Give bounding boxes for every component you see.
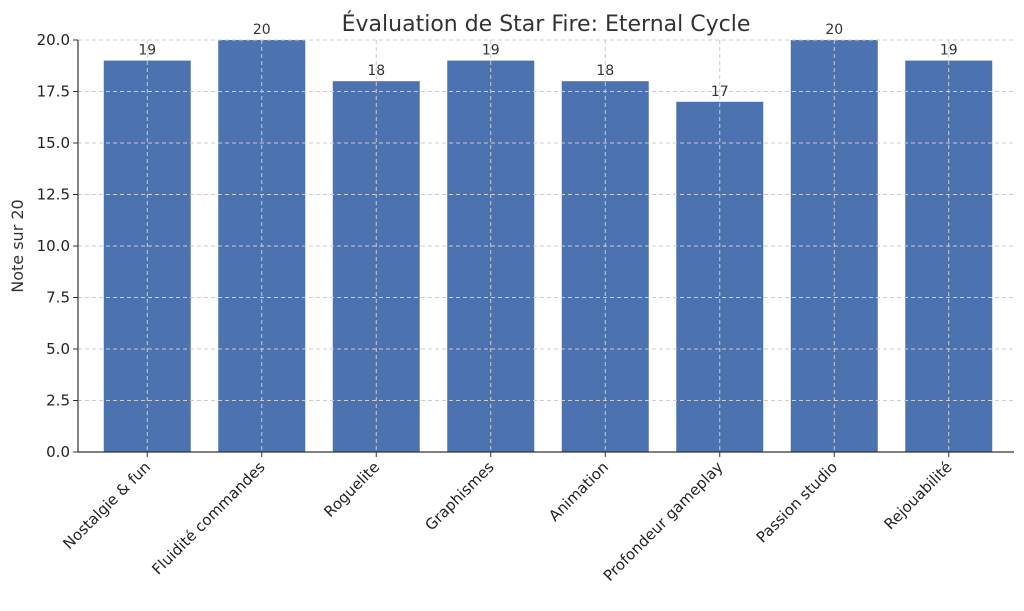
- data-label: 19: [940, 43, 958, 59]
- y-tick-label: 2.5: [46, 392, 70, 410]
- category-label: Roguelite: [320, 458, 383, 521]
- data-label: 20: [253, 22, 271, 38]
- y-tick-label: 12.5: [37, 186, 70, 204]
- y-tick-label: 7.5: [46, 289, 70, 307]
- data-label: 18: [596, 63, 614, 79]
- y-tick-label: 15.0: [37, 134, 70, 152]
- y-tick-label: 20.0: [37, 31, 70, 49]
- chart-title: Évaluation de Star Fire: Eternal Cycle: [342, 11, 751, 37]
- category-label: Profondeur gameplay: [600, 458, 727, 585]
- y-tick-label: 10.0: [37, 237, 70, 255]
- category-label: Passion studio: [753, 458, 841, 546]
- category-label: Animation: [545, 458, 612, 525]
- category-label: Fluidité commandes: [148, 458, 268, 578]
- y-tick-label: 5.0: [46, 340, 70, 358]
- category-label: Rejouabilité: [881, 458, 956, 533]
- data-label: 20: [825, 22, 843, 38]
- category-label: Nostalgie & fun: [59, 458, 154, 553]
- data-label: 18: [367, 63, 385, 79]
- data-label: 19: [138, 43, 156, 59]
- axes: [73, 39, 1014, 457]
- bars: [78, 39, 1014, 453]
- data-label: 19: [482, 43, 500, 59]
- y-tick-label: 17.5: [37, 83, 70, 101]
- y-tick-label: 0.0: [46, 443, 70, 461]
- category-label: Graphismes: [421, 458, 497, 534]
- y-axis-label: Note sur 20: [8, 199, 27, 292]
- data-label: 17: [711, 84, 729, 100]
